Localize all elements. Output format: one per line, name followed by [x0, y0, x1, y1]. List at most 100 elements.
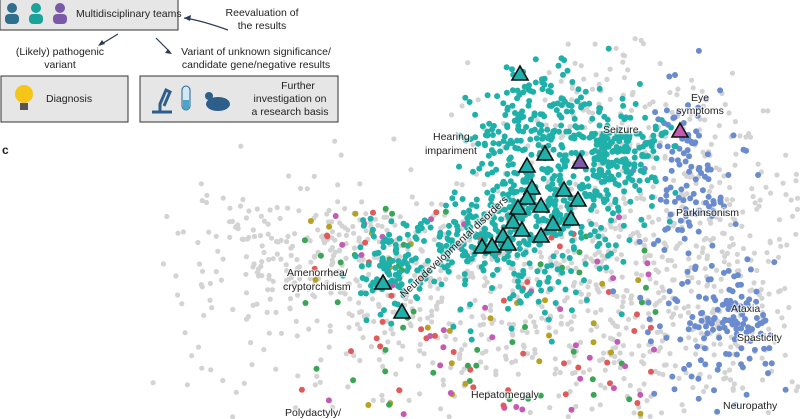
dot: [710, 208, 717, 215]
dot: [679, 402, 685, 408]
dot: [312, 382, 318, 388]
dot: [751, 346, 758, 353]
dot: [558, 134, 564, 141]
dot: [680, 150, 687, 157]
dot: [266, 256, 272, 263]
dot: [483, 395, 489, 401]
dot: [668, 167, 675, 174]
dot: [538, 254, 545, 260]
dot: [315, 227, 321, 233]
dot: [440, 377, 446, 383]
dot: [339, 223, 345, 229]
dot: [768, 360, 775, 367]
dot: [537, 249, 543, 255]
dot: [717, 179, 723, 186]
dot: [766, 291, 772, 297]
dot: [610, 161, 617, 168]
dot: [578, 185, 585, 192]
dot: [535, 298, 542, 305]
dot: [726, 286, 733, 293]
triangle: [517, 188, 537, 205]
dot: [766, 326, 772, 332]
dot: [688, 288, 694, 294]
dot: [672, 189, 679, 196]
dot: [588, 206, 595, 213]
dot: [494, 257, 501, 263]
dot: [274, 251, 280, 257]
dot: [715, 209, 721, 216]
dot: [607, 380, 613, 387]
dot: [354, 321, 361, 327]
dot: [695, 395, 702, 402]
dot: [534, 268, 541, 275]
dot: [552, 371, 558, 377]
dot: [313, 365, 320, 372]
dot: [697, 357, 704, 364]
dot: [596, 81, 602, 87]
dot: [478, 359, 484, 365]
dot: [381, 307, 387, 314]
dot: [666, 288, 673, 295]
dot: [643, 284, 649, 291]
dot: [371, 318, 377, 325]
dot: [507, 154, 514, 161]
dot: [719, 249, 725, 255]
dot: [363, 290, 369, 297]
dot: [753, 288, 760, 295]
dot: [559, 252, 566, 259]
dot: [337, 259, 344, 266]
dot: [414, 295, 421, 302]
dot: [710, 326, 716, 333]
dot: [520, 238, 527, 244]
dot: [443, 333, 449, 340]
dot: [543, 122, 549, 128]
dot: [553, 107, 560, 114]
dot: [261, 347, 267, 353]
triangle: [373, 273, 393, 290]
dot: [415, 363, 421, 369]
dot: [708, 141, 715, 147]
dot: [776, 289, 782, 295]
dot: [569, 79, 576, 85]
dot: [356, 257, 362, 263]
dot: [482, 226, 489, 232]
dot: [494, 183, 501, 190]
dot: [472, 213, 479, 220]
dot: [761, 318, 768, 325]
dot: [666, 308, 672, 314]
dot: [294, 257, 300, 263]
dot: [435, 299, 441, 305]
dot: [497, 283, 503, 289]
bulb-icon: [15, 85, 33, 110]
dot: [548, 103, 555, 109]
dot: [466, 99, 473, 105]
dot: [622, 363, 629, 370]
dot: [330, 404, 336, 410]
dot: [446, 222, 452, 229]
dot: [356, 309, 363, 315]
dot: [590, 132, 597, 139]
dot: [365, 402, 372, 408]
dot: [562, 391, 569, 398]
arrow: [183, 17, 229, 31]
dot: [623, 114, 629, 121]
dot: [632, 36, 638, 42]
dot: [711, 387, 717, 394]
dot: [627, 208, 634, 214]
dot: [545, 202, 552, 209]
dot: [512, 144, 519, 151]
dot: [703, 323, 709, 330]
vus-text: Variant of unknown significance/candidat…: [181, 46, 331, 71]
dot: [470, 168, 476, 175]
triangle: [512, 220, 532, 237]
dot: [527, 136, 534, 143]
dot: [636, 81, 643, 87]
dot: [568, 230, 575, 237]
dot: [782, 285, 788, 292]
dot: [558, 313, 564, 320]
dot: [621, 188, 628, 195]
triangle: [535, 144, 555, 161]
dot: [289, 274, 295, 280]
dot: [677, 336, 684, 343]
dot: [490, 140, 497, 147]
